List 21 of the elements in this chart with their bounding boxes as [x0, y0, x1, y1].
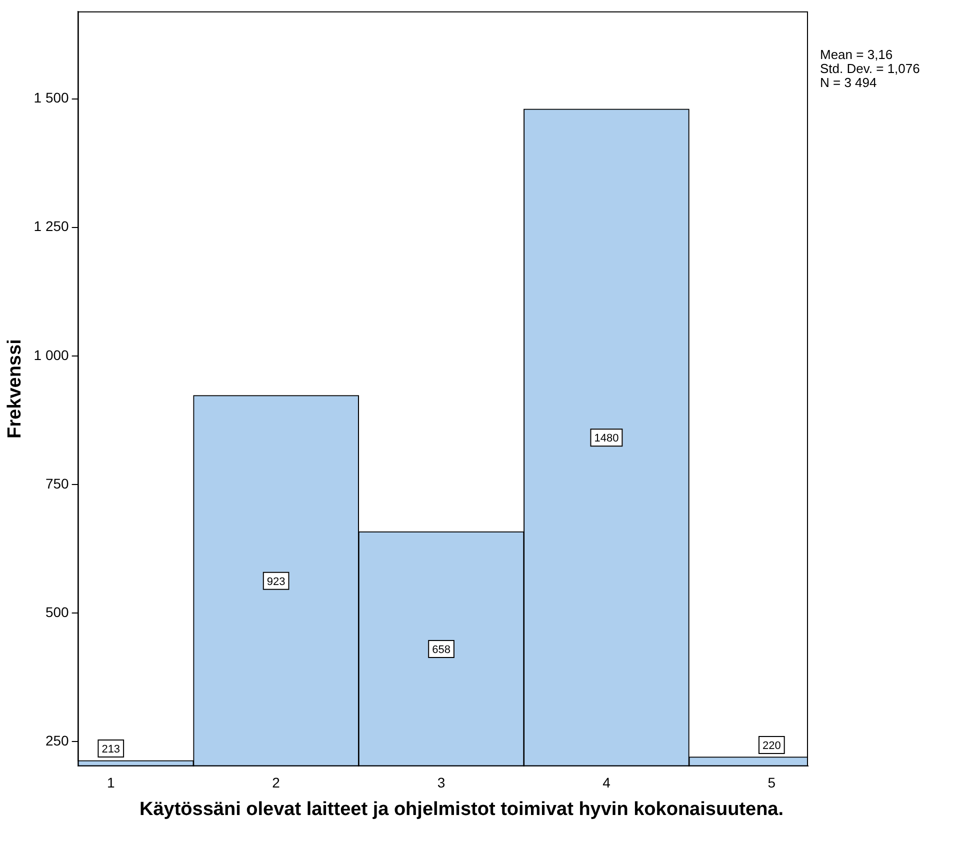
data-label: 220 — [762, 740, 781, 752]
y-tick-label: 250 — [45, 732, 70, 748]
y-tick-label: 1 000 — [34, 346, 70, 363]
x-tick-label: 3 — [437, 774, 446, 790]
x-axis-title: Käytössäni olevat laitteet ja ohjelmistot toimivat hyvin kokonaisuutena. — [138, 799, 785, 820]
data-label: 213 — [102, 744, 120, 756]
data-label: 658 — [432, 644, 450, 656]
y-tick-label: 750 — [45, 475, 70, 492]
text: Std. Dev. = 1,076 — [820, 61, 920, 76]
y-tick-label: 1 500 — [34, 90, 70, 106]
x-tick-label: 4 — [602, 774, 611, 790]
x-tick-label: 2 — [272, 774, 280, 790]
text: Mean = 3,16 — [820, 47, 894, 62]
y-tick-label: 500 — [45, 604, 70, 620]
data-label: 1480 — [594, 432, 619, 445]
x-tick-label: 5 — [768, 774, 776, 790]
data-label: 923 — [266, 576, 286, 588]
x-tick-label: 1 — [106, 774, 115, 790]
text: N = 3 494 — [820, 75, 878, 90]
y-tick-label: 1 250 — [34, 218, 70, 234]
y-axis-title: Frekvenssi — [4, 339, 26, 438]
